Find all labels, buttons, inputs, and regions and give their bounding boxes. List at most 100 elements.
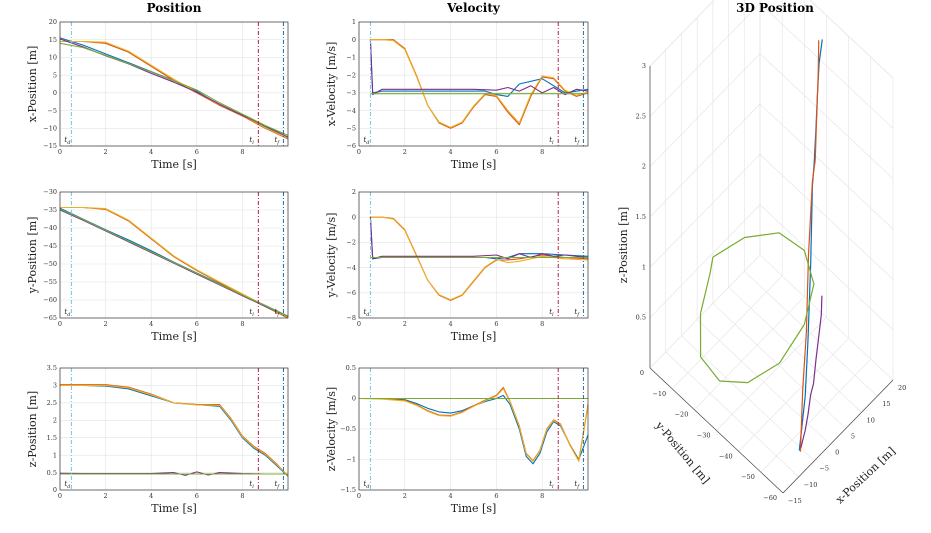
y-tick-label: −1.5: [340, 486, 356, 494]
x-tick-label: 0: [357, 492, 361, 500]
y-axis-label: x-Position [m]: [26, 46, 39, 123]
x-tick-label: 20: [898, 384, 906, 392]
x-tick-label: 0: [357, 148, 361, 156]
event-label-f: tf: [574, 308, 580, 318]
event-label-l: tl: [249, 480, 254, 490]
y-tick-label: 1: [352, 18, 356, 26]
x-tick-label: 2: [104, 492, 108, 500]
series-line-0: [59, 37, 289, 140]
event-label-l: tl: [249, 136, 254, 146]
x-tick-label: −15: [788, 497, 802, 505]
y-axis-label: z-Velocity [m/s]: [325, 387, 338, 471]
x-tick-label: 0: [58, 148, 62, 156]
y-tick-label: −20: [675, 411, 689, 419]
floor-grid-line: [694, 296, 805, 410]
event-label-l: tl: [549, 308, 554, 318]
event-label-symbol: t: [274, 308, 277, 316]
event-label-subscript: f: [576, 312, 580, 318]
y-tick-label: 1.5: [47, 434, 57, 442]
y-position-plot: td tl tf0 2 4 6 8−65−60−55−50−45−40−35−30Time …: [26, 188, 289, 343]
y-tick-label: −6: [346, 289, 356, 297]
axes-frame: [59, 21, 289, 147]
floor-grid-line: [671, 275, 783, 390]
x-tick-label: 8: [540, 320, 544, 328]
event-label-symbol: t: [574, 308, 577, 316]
y-tick-label: 3: [53, 382, 57, 390]
series-line-2: [358, 388, 589, 462]
y-tick-label: −50: [741, 473, 755, 481]
x-axis-line: [782, 379, 894, 494]
x-tick-label: −5: [819, 465, 829, 473]
x-tick-label: 8: [540, 492, 544, 500]
series-line-1: [60, 40, 289, 140]
y-tick-label: 10: [49, 54, 57, 62]
y-tick-label: −55: [43, 278, 57, 286]
x-tick-label: 8: [240, 492, 244, 500]
x-tick-label: 6: [494, 320, 498, 328]
x-tick-label: 8: [240, 148, 244, 156]
event-label-subscript: l: [552, 484, 554, 490]
wall-grid-line: [649, 0, 715, 67]
x-axis-label: Time [s]: [151, 502, 197, 515]
event-label-d: td: [363, 136, 369, 146]
event-label-symbol: t: [549, 308, 552, 316]
event-label-subscript: l: [252, 140, 254, 146]
x-tick-label: 15: [882, 400, 890, 408]
floor-grid-line: [738, 338, 849, 452]
wall-grid-line: [759, 103, 894, 230]
event-label-subscript: f: [276, 484, 280, 490]
event-label-d: td: [64, 480, 70, 490]
event-label-subscript: l: [552, 312, 554, 318]
wall-grid-line: [759, 3, 894, 129]
y-tick-label: 0: [53, 89, 57, 97]
event-label-subscript: d: [67, 312, 70, 318]
3d-series-line-3: [699, 232, 815, 384]
y-tick-label: 0: [352, 395, 356, 403]
series-line-2: [370, 216, 589, 301]
series-line-2: [60, 206, 289, 318]
y-tick-label: −30: [697, 432, 711, 440]
y-tick-label: −30: [43, 188, 57, 196]
y-tick-label: −10: [652, 390, 666, 398]
wall-grid-line: [649, 204, 761, 318]
y-tick-label: 0.5: [47, 469, 57, 477]
y-tick-label: −1: [346, 54, 356, 62]
x-tick-label: 8: [240, 320, 244, 328]
y-axis-line: [649, 367, 784, 494]
x-axis-label: Time [s]: [451, 330, 497, 343]
series-line-1: [370, 39, 589, 129]
y-tick-label: 0.5: [346, 364, 356, 372]
floor-grid-line: [716, 317, 827, 431]
y-tick-label: −4: [346, 107, 356, 115]
y-tick-label: −45: [43, 242, 57, 250]
x-axis-label: x-Position [m]: [833, 445, 898, 507]
series-line-2: [60, 384, 289, 476]
y-tick-label: −60: [763, 494, 777, 502]
event-label-subscript: l: [252, 484, 254, 490]
x-tick-label: 6: [494, 148, 498, 156]
floor-grid-line: [760, 358, 872, 473]
series-line-2: [370, 39, 589, 128]
event-label-symbol: t: [574, 480, 577, 488]
wall-grid-line: [759, 53, 894, 179]
event-label-f: tf: [274, 480, 280, 490]
plot-title: 3D Position: [736, 1, 814, 15]
plot-title: Velocity: [446, 1, 501, 15]
x-tick-label: 2: [104, 320, 108, 328]
x-tick-label: 2: [403, 492, 407, 500]
axes-frame: [358, 191, 589, 319]
event-label-symbol: t: [64, 308, 67, 316]
y-tick-label: −50: [43, 260, 57, 268]
plot-title: Position: [147, 1, 202, 15]
y-tick-label: 0: [352, 213, 356, 221]
x-tick-label: 4: [449, 320, 453, 328]
wall-grid-line: [759, 204, 894, 330]
series-line-4: [59, 42, 289, 136]
y-tick-label: 15: [49, 36, 57, 44]
event-label-subscript: f: [576, 140, 580, 146]
y-tick-label: 1: [53, 451, 57, 459]
event-label-symbol: t: [249, 480, 252, 488]
event-label-subscript: d: [67, 140, 70, 146]
series-line-2: [60, 40, 289, 139]
